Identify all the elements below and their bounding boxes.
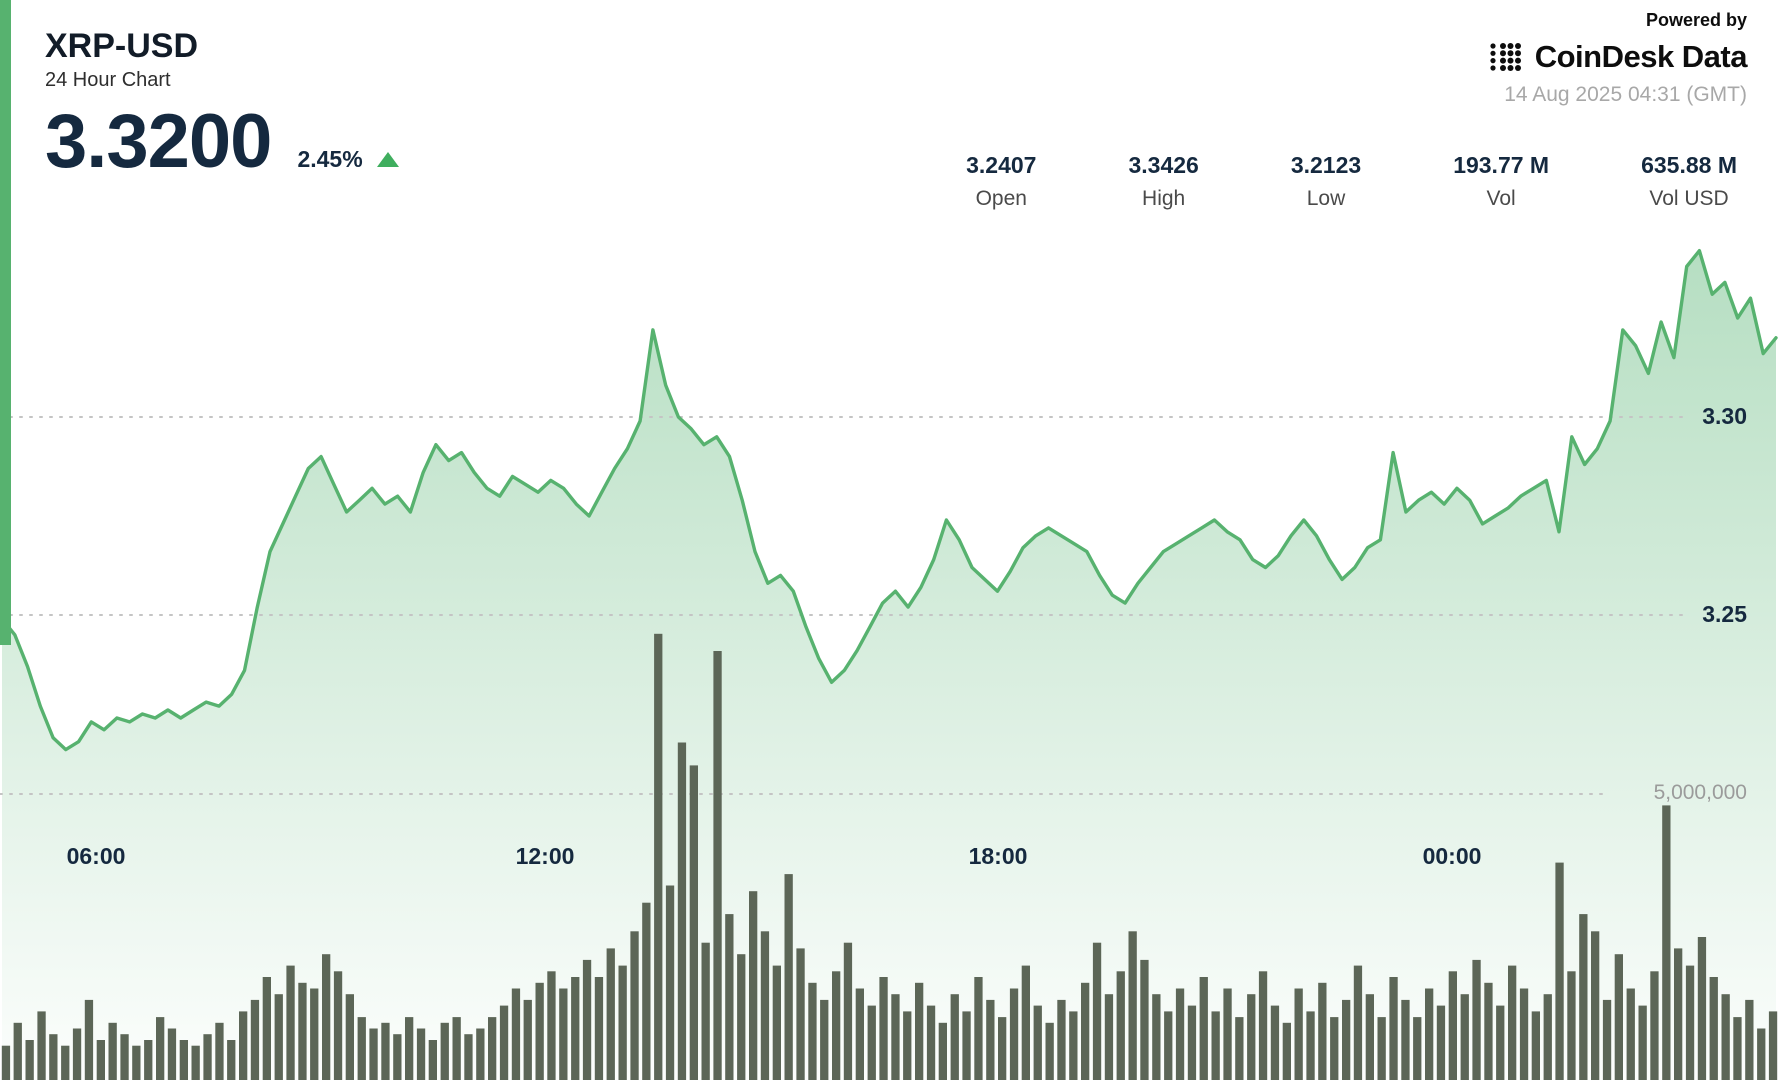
stat-value: 635.88 M — [1641, 152, 1737, 178]
stat-value: 193.77 M — [1453, 152, 1550, 178]
stat-label: Vol USD — [1649, 187, 1729, 210]
stat-label: Open — [975, 187, 1027, 210]
price-line — [0, 249, 1778, 752]
coindesk-logo-text: CoinDesk Data — [1534, 39, 1748, 74]
stat-value: 3.3426 — [1128, 152, 1199, 178]
price-row: 3.3200 2.45% — [45, 99, 399, 185]
stat-volume: 193.77 M Vol — [1453, 152, 1549, 211]
symbol-title: XRP-USD — [45, 27, 199, 65]
stat-value: 3.2123 — [1290, 152, 1362, 178]
stat-label: Vol — [1486, 187, 1516, 210]
left-accent-bar — [0, 0, 11, 645]
stat-high: 3.3426 High — [1128, 152, 1198, 211]
header: XRP-USD 24 Hour Chart 3.3200 2.45% — [45, 27, 399, 185]
stat-label: Low — [1306, 187, 1346, 210]
coindesk-logo-icon — [1490, 43, 1521, 71]
chart-subtitle: 24 Hour Chart — [45, 69, 171, 92]
powered-by-block: Powered by CoinDesk Data 14 Aug 2025 04:… — [1489, 10, 1748, 107]
price-change: 2.45% — [297, 145, 399, 173]
up-triangle-icon — [376, 151, 399, 167]
stat-value: 3.2407 — [966, 152, 1037, 178]
stat-volume-usd: 635.88 M Vol USD — [1641, 152, 1737, 211]
powered-by-label: Powered by — [1645, 10, 1747, 30]
volume-bars — [1, 633, 1778, 1080]
stats-row: 3.2407 Open 3.3426 High 3.2123 Low 193.7… — [966, 152, 1737, 211]
timestamp: 14 Aug 2025 04:31 (GMT) — [1504, 83, 1747, 106]
stat-open: 3.2407 Open — [966, 152, 1036, 211]
stat-label: High — [1142, 187, 1186, 210]
gridlines — [0, 416, 1689, 795]
stat-low: 3.2123 Low — [1291, 152, 1361, 211]
coindesk-logo: CoinDesk Data — [1489, 39, 1748, 75]
change-percent: 2.45% — [297, 145, 363, 172]
current-price: 3.3200 — [45, 99, 272, 185]
price-area-fill — [2, 250, 1776, 1080]
